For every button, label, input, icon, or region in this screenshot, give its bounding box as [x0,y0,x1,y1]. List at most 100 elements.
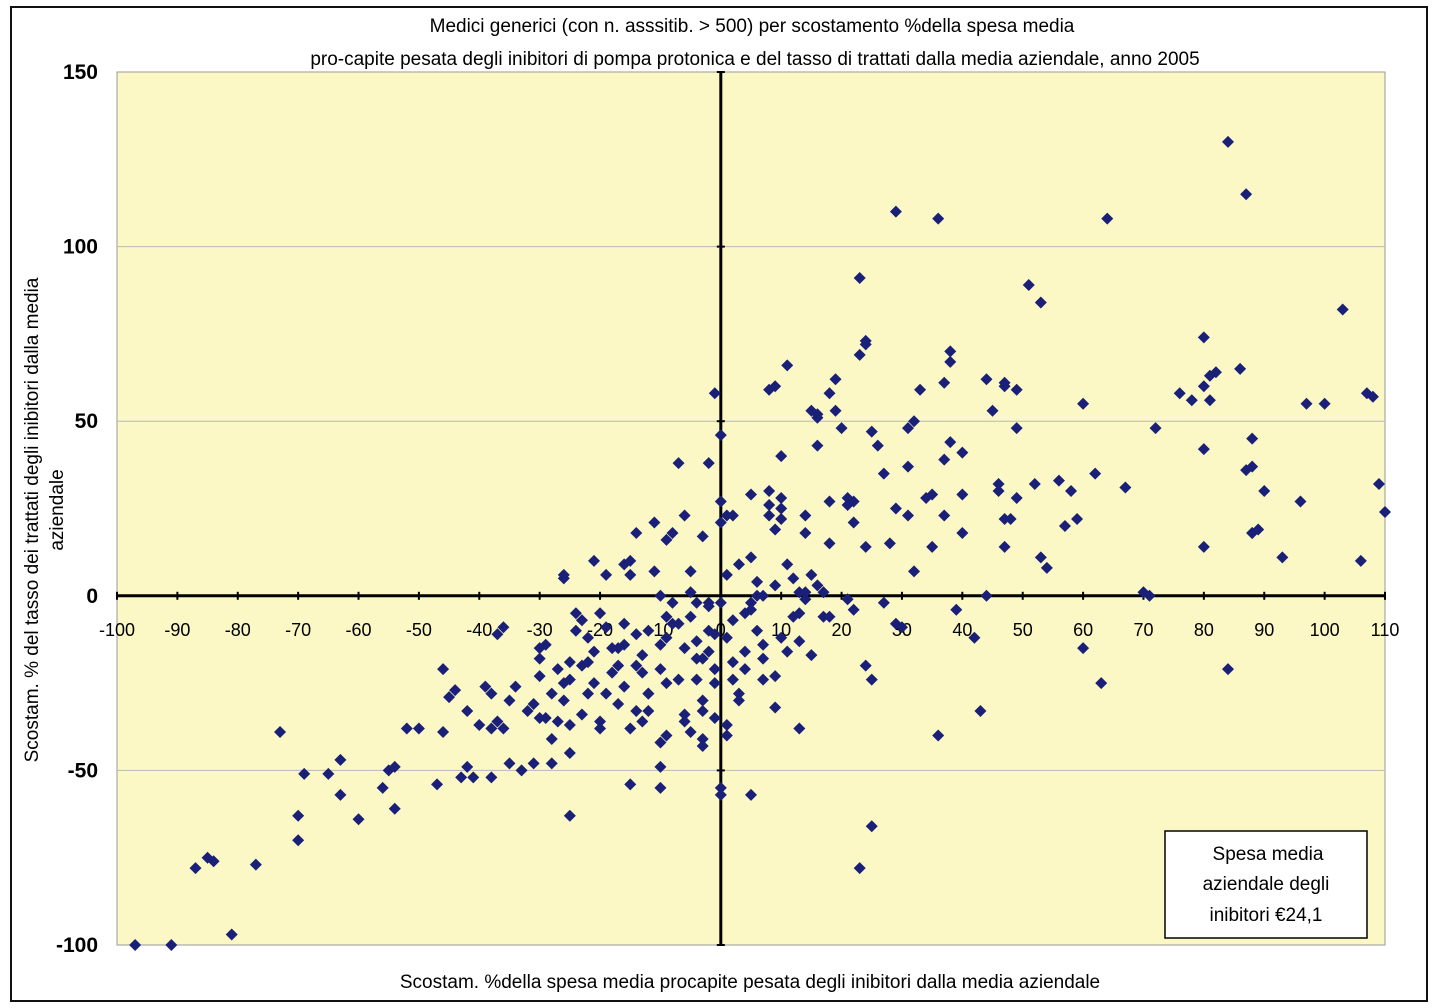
data-point [322,767,335,780]
data-point [956,488,969,501]
data-point [575,614,588,627]
data-point [630,526,643,539]
data-point [660,677,673,690]
data-point [1034,296,1047,309]
data-point [793,586,806,599]
data-point [865,425,878,438]
annotation-line-3: inibitori €24,1 [1209,905,1322,926]
data-point [461,760,474,773]
data-point [600,568,613,581]
annotation-line-1: Spesa media [1213,844,1324,865]
data-point [165,939,178,951]
data-point [998,380,1011,393]
data-point [720,729,733,742]
data-point [654,736,667,749]
data-point [793,635,806,648]
data-point [654,663,667,676]
data-point [908,565,921,578]
data-point [799,593,812,606]
chart-title-line-2: pro-capite pesata degli inibitori di pom… [310,49,1199,70]
data-point [1004,512,1017,525]
data-point [521,705,534,718]
data-point [636,666,649,679]
data-point [1095,677,1108,690]
data-point [1010,492,1023,505]
data-point [581,656,594,669]
data-point [835,422,848,435]
x-tick-label: -90 [164,620,190,640]
data-point [1354,554,1367,567]
data-point [437,725,450,738]
data-point [461,705,474,718]
data-point [732,687,745,700]
data-point [684,586,697,599]
data-point [1185,394,1198,407]
data-point [503,694,516,707]
data-point [678,708,691,721]
data-point [714,788,727,801]
data-point [249,858,262,871]
data-point [763,509,776,522]
data-point [914,383,927,396]
x-tick-label: 110 [1371,620,1400,640]
data-point [569,624,582,637]
data-point [642,687,655,700]
data-point [654,638,667,651]
data-point [672,617,685,630]
data-point [437,663,450,676]
y-tick-labels: 150 100 50 0 -50 -100 [56,61,98,957]
data-point [757,638,770,651]
data-point [944,345,957,358]
data-point [1173,387,1186,400]
x-tick-label: 20 [832,620,852,640]
data-point [581,687,594,700]
data-point [769,670,782,683]
data-point [889,205,902,218]
data-point [696,694,709,707]
data-point [388,802,401,815]
data-point [660,533,673,546]
data-point [811,579,824,592]
data-point [956,446,969,459]
data-point [726,673,739,686]
data-point [660,729,673,742]
data-point [563,656,576,669]
data-point [1034,551,1047,564]
data-point [775,502,788,515]
x-tick-label: -70 [285,620,311,640]
data-point [557,694,570,707]
data-point [672,457,685,470]
data-point [1077,642,1090,655]
data-point [594,607,607,620]
data-point [352,813,365,826]
y-tick-label: 100 [63,236,98,259]
data-point [412,722,425,735]
data-point [581,631,594,644]
data-point [775,512,788,525]
data-point [714,596,727,609]
x-tick-label: -60 [346,620,372,640]
data-point [986,404,999,417]
x-tick-label: 60 [1073,620,1093,640]
data-point [708,663,721,676]
data-point [968,631,981,644]
data-point [539,638,552,651]
data-point [726,656,739,669]
data-point [533,712,546,725]
data-point [751,575,764,588]
data-point [696,530,709,543]
data-point [485,722,498,735]
plot-area [116,71,1386,946]
y-axis-label-line-2: aziendale [47,469,68,550]
data-point [1101,212,1114,225]
data-point [690,596,703,609]
x-tick-label: 90 [1254,620,1274,640]
data-point [491,715,504,728]
y-tick-label: -50 [68,759,98,782]
data-point [799,586,812,599]
data-point [877,467,890,480]
data-point [901,422,914,435]
data-point [908,415,921,428]
data-point [726,614,739,627]
